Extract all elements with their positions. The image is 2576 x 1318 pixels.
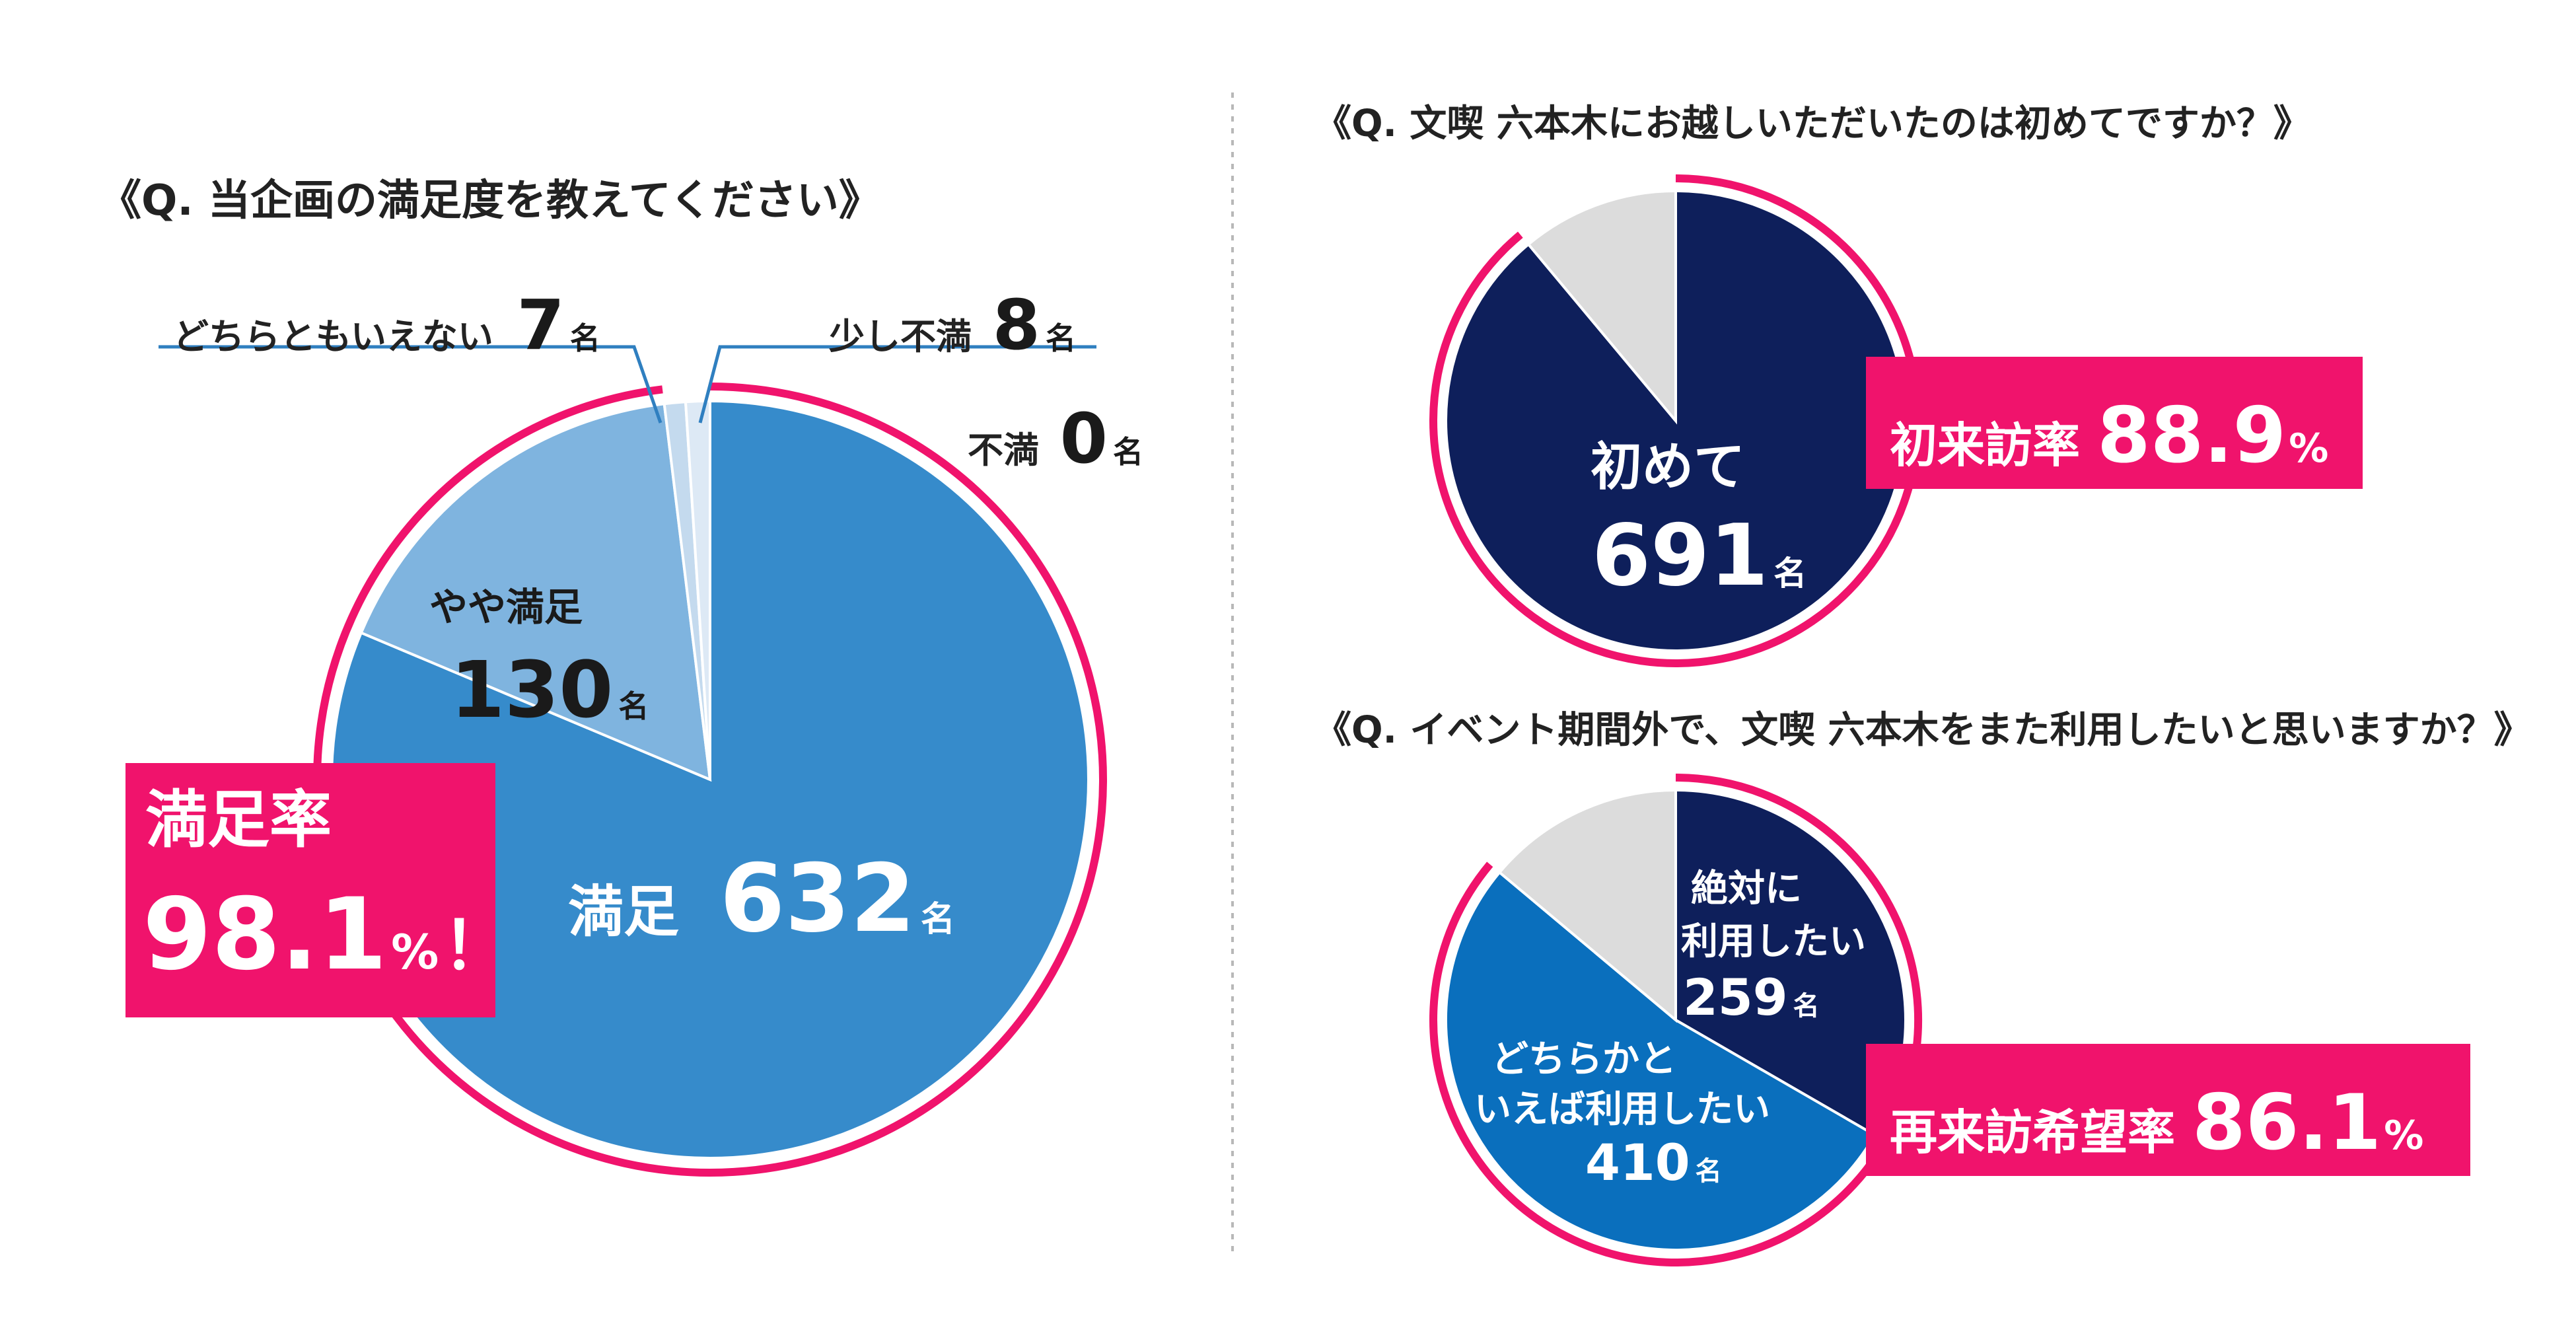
pie1-slice-1 (359, 402, 712, 782)
first-visit-rate-label: 初来訪率 (1890, 418, 2081, 473)
satisfaction-rate-suffix: ！ (443, 907, 509, 984)
satisfaction-rate-value-group: 98.1%！ (143, 885, 509, 984)
satisfaction-rate-value: 98.1 (143, 877, 388, 992)
first-visit-rate-callout: 初来訪率 88.9% (1866, 357, 2363, 489)
first-time-label: 初めて (1591, 437, 1746, 497)
revisit-pie (1429, 774, 1922, 1266)
definitely-value: 259 (1683, 968, 1788, 1027)
definitely-line1: 絶対に (1691, 867, 1802, 910)
revisit-rate-unit: % (2384, 1113, 2424, 1159)
somewhat-satisfied-unit: 名 (618, 688, 649, 724)
first-time-value-group: 691 名 (1592, 514, 1807, 599)
satisfaction-rate-label: 満足率 (145, 784, 332, 856)
first-visit-rate-unit: % (2289, 425, 2329, 472)
somewhat-satisfied-value: 130 (450, 644, 614, 735)
somewhat-revisit-unit: 名 (1695, 1156, 1722, 1187)
definitely-unit: 名 (1793, 991, 1820, 1021)
pie3-slice-1 (1445, 870, 1877, 1251)
somewhat-revisit-line1: どちらかと (1491, 1038, 1676, 1081)
chart2-title: 《Q. 文喫 六本木にお越しいただいたのは初めてですか？》 (1314, 102, 2310, 145)
neutral-label: どちらともいえない (173, 316, 493, 357)
definitely-value-group: 259 名 (1683, 972, 1820, 1023)
revisit-rate-callout: 再来訪希望率 86.1% (1866, 1044, 2470, 1176)
neutral-unit: 名 (569, 320, 600, 356)
dissatisfied-label: 不満 (968, 429, 1039, 471)
pie3-highlight-ring (1429, 774, 1922, 1266)
slightly-dissatisfied-unit: 名 (1045, 320, 1076, 356)
satisfied-label-group: 満足 632 名 (568, 852, 955, 946)
pie1-highlight-ring (313, 383, 1107, 1177)
somewhat-revisit-value-group: 410 名 (1585, 1138, 1722, 1188)
first-visit-rate-value: 88.9 (2097, 391, 2287, 480)
somewhat-revisit-line2: いえば利用したい (1474, 1088, 1770, 1131)
leader-line-neutral (159, 345, 662, 423)
pie2-slice-1 (1526, 189, 1677, 425)
pie1-slice-3 (684, 399, 711, 780)
satisfied-value: 632 (719, 844, 916, 953)
revisit-rate-group: 再来訪希望率 86.1% (1890, 1085, 2423, 1161)
neutral-value: 7 (517, 285, 565, 365)
slightly-dissatisfied-value: 8 (992, 285, 1040, 365)
somewhat-satisfied-value-group: 130 名 (450, 651, 649, 729)
first-time-value: 691 (1592, 507, 1769, 605)
slightly-dissatisfied-label: 少し不満 (829, 316, 972, 357)
satisfaction-pie (313, 383, 1107, 1177)
revisit-rate-value: 86.1 (2192, 1078, 2382, 1167)
chart3-title: 《Q. イベント期間外で、文喫 六本木をまた利用したいと思いますか？》 (1314, 709, 2531, 752)
somewhat-revisit-value: 410 (1585, 1133, 1690, 1192)
first-visit-rate-group: 初来訪率 88.9% (1890, 398, 2328, 474)
pie3-slice-2 (1497, 788, 1677, 1023)
definitely-line2: 利用したい (1681, 920, 1866, 963)
somewhat-satisfied-label: やや満足 (429, 585, 583, 630)
satisfaction-rate-callout: 満足率 98.1%！ (125, 763, 509, 1017)
revisit-rate-label: 再来訪希望率 (1890, 1105, 2176, 1160)
pie2-highlight-ring (1429, 174, 1922, 667)
dissatisfied-value: 0 (1059, 398, 1108, 479)
leader-line-slightly-dissatisfied (698, 345, 1096, 423)
chart1-title: 《Q. 当企画の満足度を教えてください》 (99, 176, 881, 225)
dissatisfied-unit: 名 (1112, 434, 1143, 470)
first-time-unit: 名 (1773, 554, 1807, 593)
satisfaction-rate-unit: % (391, 924, 439, 980)
first-visit-pie (1429, 174, 1922, 667)
satisfied-label: 満足 (568, 879, 680, 944)
satisfied-unit: 名 (921, 900, 956, 939)
